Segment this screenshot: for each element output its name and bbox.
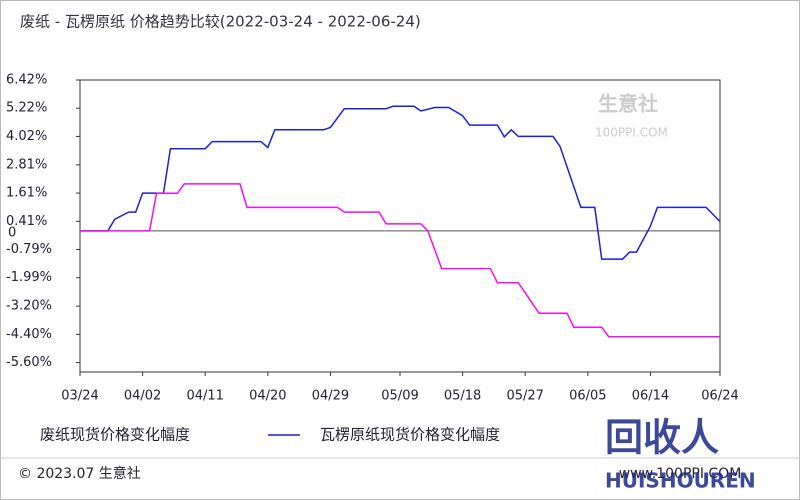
- legend-label: 瓦楞原纸现货价格变化幅度: [320, 426, 500, 444]
- y-tick-label: -4.40%: [6, 327, 52, 342]
- x-tick-label: 05/18: [444, 389, 481, 404]
- logo-latin: HUISHOUREN: [605, 469, 756, 493]
- x-tick-label: 05/27: [506, 389, 543, 404]
- y-tick-label: -0.79%: [6, 242, 52, 257]
- zero-label: 0: [8, 225, 16, 240]
- watermark-name: 生意社: [598, 92, 658, 116]
- logo-name: 回收人: [605, 416, 719, 460]
- y-tick-label: 0.41%: [6, 214, 47, 229]
- site: www.100PPI.COM: [619, 466, 742, 482]
- y-tick-label: -5.60%: [6, 355, 52, 370]
- x-tick-label: 06/24: [701, 389, 738, 404]
- x-tick-label: 05/09: [381, 389, 418, 404]
- y-tick-label: 6.42%: [6, 73, 47, 88]
- watermark-url: 100PPI.COM: [595, 126, 668, 140]
- legend-label: 废纸现货价格变化幅度: [40, 426, 190, 444]
- x-tick-label: 04/11: [186, 389, 223, 404]
- y-tick-label: 5.22%: [6, 101, 47, 116]
- y-tick-label: -1.99%: [6, 270, 52, 285]
- y-tick-label: 4.02%: [6, 129, 47, 144]
- chart-title: 废纸 - 瓦楞原纸 价格趋势比较(2022-03-24 - 2022-06-24…: [20, 13, 421, 31]
- y-tick-label: -3.20%: [6, 299, 52, 314]
- x-tick-label: 04/29: [312, 389, 349, 404]
- y-tick-label: 1.61%: [6, 186, 47, 201]
- x-tick-label: 06/14: [632, 389, 669, 404]
- x-tick-label: 04/20: [249, 389, 286, 404]
- x-tick-label: 03/24: [61, 389, 98, 404]
- x-tick-label: 06/05: [569, 389, 606, 404]
- series-line: [80, 183, 720, 338]
- y-tick-label: 2.81%: [6, 157, 47, 172]
- x-tick-label: 04/02: [124, 389, 161, 404]
- footer: © 2023.07 生意社: [18, 465, 141, 482]
- series-line: [80, 105, 721, 260]
